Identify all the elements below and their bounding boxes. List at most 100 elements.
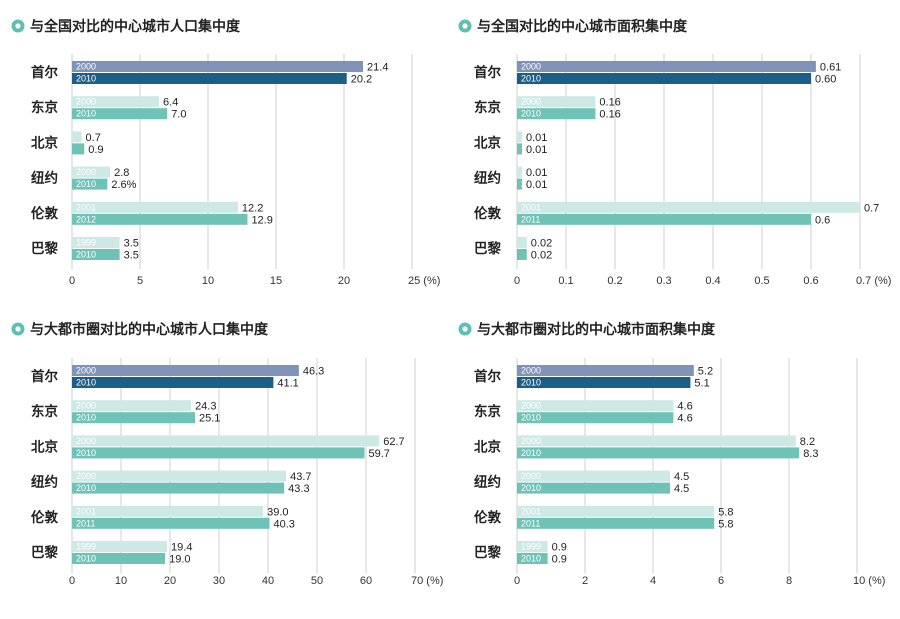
bar-year-label: 2000: [76, 62, 96, 72]
x-tick-label: 0.4: [705, 275, 720, 287]
bar: [72, 482, 285, 494]
data-label: 5.8: [718, 506, 733, 518]
bar: [72, 400, 192, 412]
data-label: 59.7: [369, 448, 390, 460]
bar: [72, 435, 380, 447]
bar: [72, 166, 111, 178]
data-label: 20.2: [351, 74, 372, 86]
data-label: 21.4: [367, 62, 388, 74]
bar: [517, 108, 596, 120]
category-label: 东京: [474, 403, 501, 420]
x-tick-label: 0.7 (%): [856, 275, 891, 287]
title-bullet-center-icon: [15, 326, 21, 332]
data-label: 24.3: [195, 401, 216, 413]
bar: [72, 237, 120, 248]
x-tick-label: 70 (%): [411, 575, 443, 587]
bar-year-label: 2001: [521, 202, 541, 212]
x-tick-label: 0.1: [558, 275, 573, 287]
category-label: 北京: [31, 134, 58, 151]
data-label: 41.1: [277, 378, 298, 390]
bar: [517, 166, 522, 178]
bar-year-label: 2010: [521, 109, 541, 119]
data-label: 0.7: [86, 132, 101, 144]
bar-year-label: 1999: [76, 238, 96, 248]
bar: [517, 435, 796, 447]
x-tick-label: 6: [718, 575, 724, 587]
x-tick-label: 0.5: [754, 275, 769, 287]
bar: [72, 131, 82, 143]
bar-year-label: 2010: [76, 109, 96, 119]
x-tick-label: 10: [202, 275, 214, 287]
category-label: 首尔: [474, 368, 501, 385]
bar-year-label: 2010: [76, 413, 96, 423]
data-label: 0.16: [599, 97, 620, 109]
x-tick-label: 4: [650, 575, 656, 587]
data-label: 0.01: [526, 179, 547, 191]
bar-year-label: 2000: [76, 401, 96, 411]
data-label: 0.6: [815, 214, 830, 226]
data-label: 6.4: [163, 97, 178, 109]
category-label: 北京: [474, 438, 501, 455]
bar-year-label: 2000: [521, 97, 541, 107]
x-tick-label: 0.2: [607, 275, 622, 287]
data-label: 7.0: [171, 109, 186, 121]
data-label: 12.2: [242, 202, 263, 214]
chart-title: 与全国对比的中心城市人口集中度: [30, 18, 241, 35]
bar: [72, 108, 168, 120]
bar: [72, 143, 85, 155]
data-label: 2.6%: [111, 179, 136, 191]
bar: [517, 377, 691, 388]
bar-year-label: 2000: [76, 471, 96, 481]
bar: [517, 61, 816, 72]
data-label: 0.02: [531, 238, 552, 250]
bar: [517, 365, 694, 376]
bar-year-label: 2010: [76, 250, 96, 260]
x-tick-label: 25 (%): [408, 275, 440, 287]
category-label: 纽约: [474, 474, 501, 491]
data-label: 0.02: [531, 250, 552, 262]
x-tick-label: 10 (%): [853, 575, 885, 587]
category-label: 伦敦: [474, 509, 501, 526]
bar: [517, 143, 522, 155]
bar: [517, 400, 674, 412]
bar-year-label: 2010: [76, 378, 96, 388]
bar: [517, 482, 670, 494]
data-label: 0.61: [820, 62, 841, 74]
bar: [72, 213, 248, 225]
chart-panel-3: 与大都市圈对比的中心城市人口集中度 0 10 20 30 40 50 60 70 (%) 首尔 20…: [11, 321, 443, 587]
title-bullet-center-icon: [462, 326, 468, 332]
bar-year-label: 2010: [76, 483, 96, 493]
data-label: 2.8: [114, 167, 129, 179]
data-label: 3.5: [124, 250, 139, 262]
category-label: 首尔: [31, 64, 58, 81]
x-tick-label: 15: [270, 275, 282, 287]
chart-panel-4: 与大都市圈对比的中心城市面积集中度 0 2 4 6 8 10 (%) 首尔 2000 5.2 201…: [458, 321, 885, 587]
x-tick-label: 0.3: [656, 275, 671, 287]
category-label: 北京: [474, 134, 501, 151]
bar-year-label: 2011: [521, 518, 540, 528]
data-label: 0.01: [526, 167, 547, 179]
bar-year-label: 2001: [76, 506, 96, 516]
data-label: 19.4: [171, 542, 192, 554]
bar: [517, 73, 811, 84]
bar: [517, 470, 670, 482]
title-bullet-center-icon: [462, 23, 468, 29]
bar: [517, 178, 522, 190]
x-tick-label: 0: [514, 575, 520, 587]
x-tick-label: 40: [262, 575, 274, 587]
x-tick-label: 8: [786, 575, 792, 587]
bar: [72, 73, 347, 84]
bar: [517, 201, 860, 213]
x-tick-label: 0: [514, 275, 520, 287]
category-label: 巴黎: [474, 240, 501, 257]
bar-year-label: 2000: [521, 167, 541, 177]
bar-year-label: 2010: [521, 554, 541, 564]
data-label: 43.3: [288, 483, 309, 495]
bar-year-label: 2000: [76, 97, 96, 107]
bar-year-label: 2010: [76, 448, 96, 458]
bar-year-label: 2000: [521, 471, 541, 481]
data-label: 12.9: [251, 214, 272, 226]
bar: [72, 249, 120, 260]
bar-year-label: 2000: [76, 167, 96, 177]
